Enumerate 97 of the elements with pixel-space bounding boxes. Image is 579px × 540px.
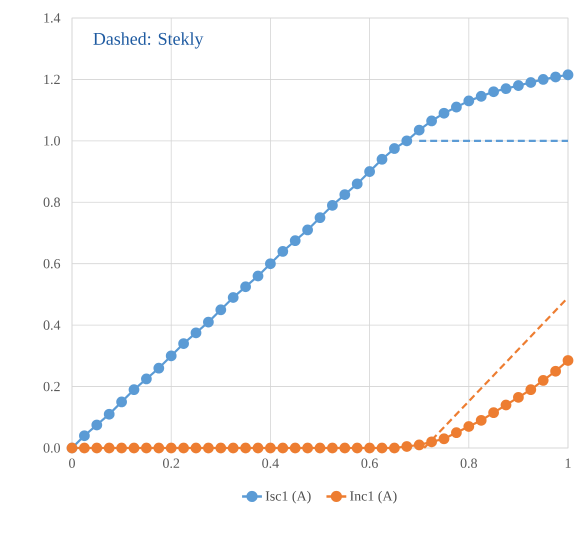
point bbox=[538, 375, 549, 386]
x-tick-label: 0.4 bbox=[262, 458, 279, 468]
point bbox=[513, 80, 524, 91]
point bbox=[178, 442, 189, 454]
x-tick-label: 1 bbox=[566, 458, 571, 468]
point bbox=[339, 442, 350, 454]
point bbox=[203, 442, 214, 454]
point bbox=[500, 83, 512, 94]
legend-label: Inc1 (A) bbox=[350, 490, 397, 504]
point bbox=[352, 178, 363, 190]
point bbox=[153, 362, 164, 374]
point bbox=[525, 384, 536, 396]
point bbox=[116, 442, 127, 454]
point bbox=[302, 442, 313, 454]
point bbox=[339, 189, 350, 200]
point bbox=[290, 442, 301, 454]
point bbox=[228, 292, 239, 303]
y-tick-label: 0.0 bbox=[44, 443, 60, 453]
point bbox=[228, 442, 239, 454]
point bbox=[488, 407, 499, 418]
point bbox=[240, 442, 251, 454]
x-tick-label: 0.6 bbox=[361, 458, 378, 468]
point bbox=[525, 77, 536, 88]
point bbox=[190, 327, 202, 338]
point bbox=[401, 135, 412, 146]
point bbox=[500, 400, 512, 410]
y-tick-label: 1.0 bbox=[44, 136, 60, 146]
point bbox=[538, 74, 549, 85]
point bbox=[550, 366, 561, 377]
point bbox=[476, 90, 487, 102]
point bbox=[389, 143, 400, 154]
point bbox=[488, 86, 499, 98]
point bbox=[215, 442, 226, 454]
point bbox=[79, 442, 90, 454]
point bbox=[550, 72, 561, 82]
point bbox=[190, 442, 202, 454]
y-tick-label: 0.6 bbox=[44, 258, 60, 268]
point bbox=[364, 166, 375, 177]
point bbox=[265, 258, 276, 270]
point bbox=[314, 212, 326, 224]
point bbox=[240, 281, 251, 292]
point bbox=[153, 442, 164, 454]
point bbox=[290, 235, 301, 246]
point bbox=[376, 442, 388, 454]
point bbox=[463, 421, 474, 432]
y-tick-label: 0.4 bbox=[44, 320, 60, 330]
point bbox=[314, 442, 326, 454]
point bbox=[426, 116, 437, 126]
point bbox=[426, 436, 437, 448]
point bbox=[302, 224, 313, 236]
point bbox=[562, 355, 574, 366]
point bbox=[91, 442, 102, 454]
x-tick-label: 0 bbox=[69, 458, 75, 468]
x-tick-label: 0.2 bbox=[163, 458, 180, 468]
point bbox=[116, 396, 127, 408]
point bbox=[128, 442, 140, 454]
point bbox=[277, 442, 288, 454]
y-tick-label: 0.2 bbox=[44, 382, 60, 392]
point bbox=[562, 69, 574, 80]
point bbox=[265, 442, 276, 454]
x-tick-label: 0.8 bbox=[460, 458, 477, 468]
annotation: Dashed: Stekly bbox=[93, 32, 204, 49]
point bbox=[166, 442, 177, 454]
point bbox=[79, 430, 90, 442]
y-tick-label: 0.8 bbox=[44, 198, 60, 208]
point bbox=[376, 154, 388, 165]
point bbox=[438, 433, 450, 444]
point bbox=[451, 427, 462, 438]
point bbox=[215, 304, 226, 316]
point bbox=[141, 442, 152, 454]
point bbox=[203, 316, 214, 328]
point bbox=[178, 338, 189, 349]
point bbox=[252, 270, 264, 282]
point bbox=[451, 102, 462, 112]
point bbox=[128, 384, 140, 396]
point bbox=[141, 374, 152, 384]
point bbox=[352, 442, 363, 454]
point bbox=[104, 442, 115, 454]
point bbox=[104, 408, 115, 420]
point bbox=[438, 108, 450, 119]
point bbox=[414, 440, 425, 450]
point bbox=[327, 200, 338, 211]
y-tick-label: 1.2 bbox=[44, 74, 60, 84]
legend-label: Isc1 (A) bbox=[266, 490, 311, 504]
point bbox=[252, 442, 264, 454]
point bbox=[513, 392, 524, 403]
point bbox=[277, 246, 288, 257]
point bbox=[476, 414, 487, 426]
y-tick-label: 1.4 bbox=[44, 13, 60, 23]
point bbox=[401, 441, 412, 452]
point bbox=[364, 442, 375, 454]
point bbox=[91, 420, 102, 430]
point bbox=[389, 442, 400, 454]
point bbox=[327, 442, 338, 454]
point bbox=[414, 124, 425, 136]
point bbox=[166, 350, 177, 362]
point bbox=[463, 96, 474, 106]
